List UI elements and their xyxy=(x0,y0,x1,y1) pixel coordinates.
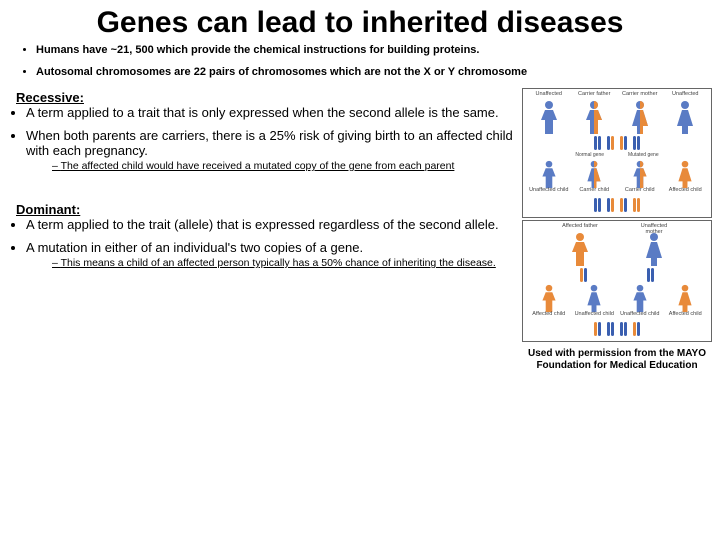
person-icon xyxy=(539,284,559,312)
person-icon xyxy=(628,100,652,134)
recessive-sub: The affected child would have received a… xyxy=(66,160,514,172)
person-icon xyxy=(630,160,650,188)
dominant-list: A term applied to the trait (allele) tha… xyxy=(8,217,514,269)
dominant-label: Dominant: xyxy=(8,202,514,217)
recessive-bullet-2: When both parents are carriers, there is… xyxy=(26,128,514,172)
person-icon xyxy=(584,160,604,188)
recessive-bullet-1: A term applied to a trait that is only e… xyxy=(26,105,514,120)
recessive-list: A term applied to a trait that is only e… xyxy=(8,105,514,172)
person-icon xyxy=(675,160,695,188)
person-icon xyxy=(539,160,559,188)
dominant-pedigree: Affected father Unaffected mother Affect… xyxy=(522,220,712,342)
person-icon xyxy=(582,100,606,134)
person-icon xyxy=(584,284,604,312)
person-icon xyxy=(630,284,650,312)
recessive-label: Recessive: xyxy=(8,90,514,105)
intro-item-1: Humans have ~21, 500 which provide the c… xyxy=(36,44,700,56)
image-caption: Used with permission from the MAYO Found… xyxy=(522,344,712,372)
person-icon xyxy=(675,284,695,312)
dominant-bullet-2: A mutation in either of an individual's … xyxy=(26,240,514,269)
dominant-bullet-1: A term applied to the trait (allele) tha… xyxy=(26,217,514,232)
person-icon xyxy=(568,232,592,266)
intro-item-2: Autosomal chromosomes are 22 pairs of ch… xyxy=(36,66,700,78)
dominant-sub: This means a child of an affected person… xyxy=(66,257,514,269)
person-icon xyxy=(673,100,697,134)
page-title: Genes can lead to inherited diseases xyxy=(0,0,720,44)
recessive-pedigree: Unaffected Carrier father Carrier mother… xyxy=(522,88,712,218)
person-icon xyxy=(642,232,666,266)
person-icon xyxy=(537,100,561,134)
intro-bullets: Humans have ~21, 500 which provide the c… xyxy=(0,44,720,78)
